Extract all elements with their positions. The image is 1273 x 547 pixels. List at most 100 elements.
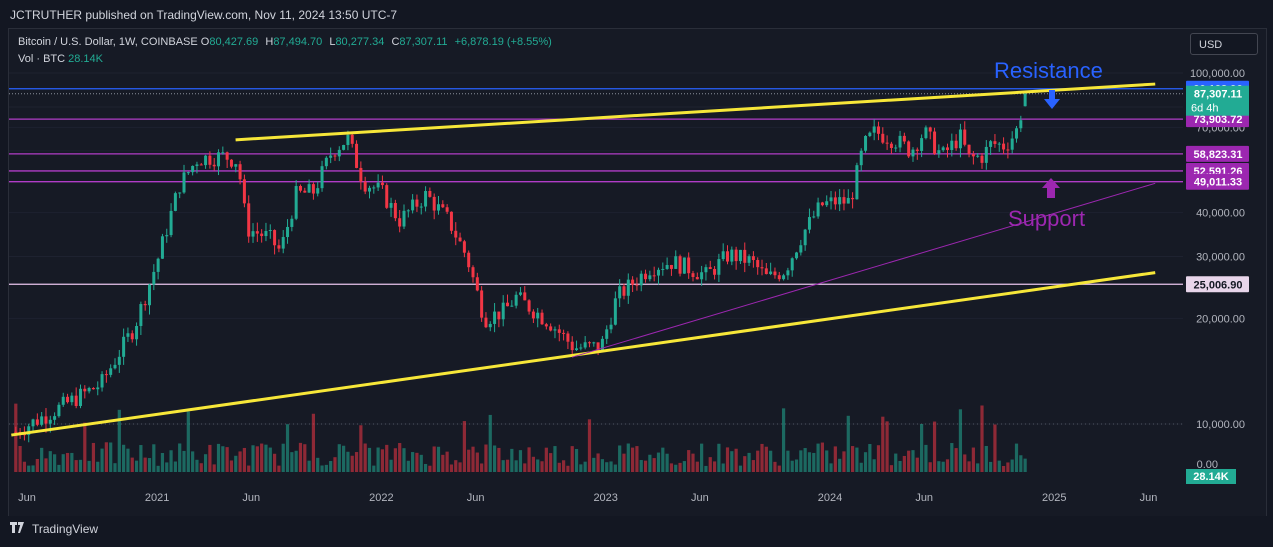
annotations: Resistance Support <box>994 58 1103 231</box>
candle-body <box>760 267 764 269</box>
volume-bar <box>113 463 117 472</box>
level-badge-49011-text: 49,011.33 <box>1194 177 1242 189</box>
high-label: H <box>265 36 274 48</box>
candle-body <box>130 333 134 340</box>
candle-body <box>924 127 928 139</box>
candle-body <box>609 324 613 330</box>
time-tick: Jun <box>915 492 933 504</box>
volume-bar <box>346 451 350 472</box>
volume-bar <box>134 460 139 472</box>
candle-body <box>273 230 277 246</box>
candle-body <box>303 190 307 193</box>
candle-body <box>497 311 501 320</box>
chart-panel[interactable] <box>8 28 1267 517</box>
candle-body <box>169 210 173 236</box>
volume-bar <box>682 461 686 472</box>
volume-bar <box>553 446 557 472</box>
candle-body <box>406 210 410 212</box>
volume-legend: Vol · BTC 28.14K <box>18 53 103 65</box>
volume-bar <box>907 450 911 472</box>
candle-body <box>816 202 820 217</box>
volume-bar <box>674 464 678 472</box>
volume-bar <box>458 462 462 472</box>
candle-body <box>367 187 371 192</box>
volume-bar <box>945 459 950 472</box>
volume-bar <box>311 413 316 472</box>
volume-bar <box>928 462 932 472</box>
candle-body <box>639 273 643 286</box>
candle-body <box>454 230 458 238</box>
volume-bar <box>1014 443 1019 472</box>
candle-body <box>165 235 169 237</box>
volume-bar <box>169 450 173 472</box>
volume-bar <box>160 452 165 472</box>
price-tick: 10,000.00 <box>1196 419 1245 431</box>
candle-body <box>644 273 648 280</box>
volume-bar <box>583 461 587 472</box>
candle-body <box>1015 128 1019 139</box>
candle-body <box>398 218 402 227</box>
volume-bar <box>316 457 320 472</box>
volume-bar <box>139 445 143 472</box>
volume-bar <box>454 460 458 472</box>
candle-body <box>838 197 842 205</box>
candle-body <box>363 181 367 192</box>
candle-body <box>989 141 993 147</box>
candle-body <box>782 275 786 280</box>
candle-body <box>100 374 104 388</box>
candle-body <box>320 166 324 189</box>
volume-bar <box>518 450 523 472</box>
time-tick: 2023 <box>593 492 617 504</box>
candle-body <box>553 329 557 331</box>
volume-bar <box>212 464 216 472</box>
volume-bar <box>997 460 1001 472</box>
candle-body <box>467 252 471 268</box>
volume-bar <box>501 460 505 472</box>
candle-body <box>730 249 734 262</box>
candle-body <box>695 277 699 280</box>
time-axis: Jun 2021 Jun 2022 Jun 2023 Jun 2024 Jun 2025 Jun <box>18 492 1157 504</box>
volume-bar <box>449 464 454 472</box>
candle-body <box>911 149 915 157</box>
candle-body <box>549 326 553 331</box>
volume-bar <box>889 465 894 472</box>
volume-bar <box>53 454 57 472</box>
volume-bar <box>885 421 889 472</box>
volume-bar <box>191 451 195 472</box>
volume-bar <box>764 446 768 472</box>
resistance-arrow-icon <box>1044 90 1060 109</box>
volume-bar <box>743 456 747 472</box>
candle-body <box>449 211 453 231</box>
volume-bar <box>596 453 600 472</box>
candle-body <box>199 164 203 166</box>
volume-bar <box>911 450 915 472</box>
last-price-badge: 87,307.11 6d 4h <box>1186 85 1249 116</box>
candle-body <box>264 231 268 237</box>
volume-tick: 0.00 <box>1197 459 1218 471</box>
candle-body <box>855 165 859 200</box>
candle-body <box>544 324 548 327</box>
volume-bar <box>156 465 160 472</box>
volume-bar <box>432 446 436 472</box>
candle-body <box>337 149 341 157</box>
candle-body <box>148 284 152 306</box>
volume-bar <box>618 445 622 472</box>
volume-bar <box>497 447 501 472</box>
symbol-name[interactable]: Bitcoin / U.S. Dollar, 1W, COINBASE <box>18 36 198 48</box>
level-badge-58823: 58,823.31 <box>1186 145 1249 162</box>
candle-body <box>920 138 924 151</box>
candle-body <box>743 249 747 263</box>
candle-body <box>941 147 945 151</box>
volume-bar <box>290 452 294 472</box>
candle-body <box>53 416 57 420</box>
candle-body <box>458 237 462 242</box>
volume-bar <box>993 424 997 472</box>
volume-bar <box>816 443 820 472</box>
volume-bar <box>380 449 385 472</box>
candle-body <box>311 184 315 194</box>
currency-button[interactable]: USD <box>1190 33 1258 55</box>
tradingview-logo[interactable]: TradingView <box>10 521 98 537</box>
volume-bar <box>760 443 764 472</box>
candle-body <box>229 159 233 167</box>
